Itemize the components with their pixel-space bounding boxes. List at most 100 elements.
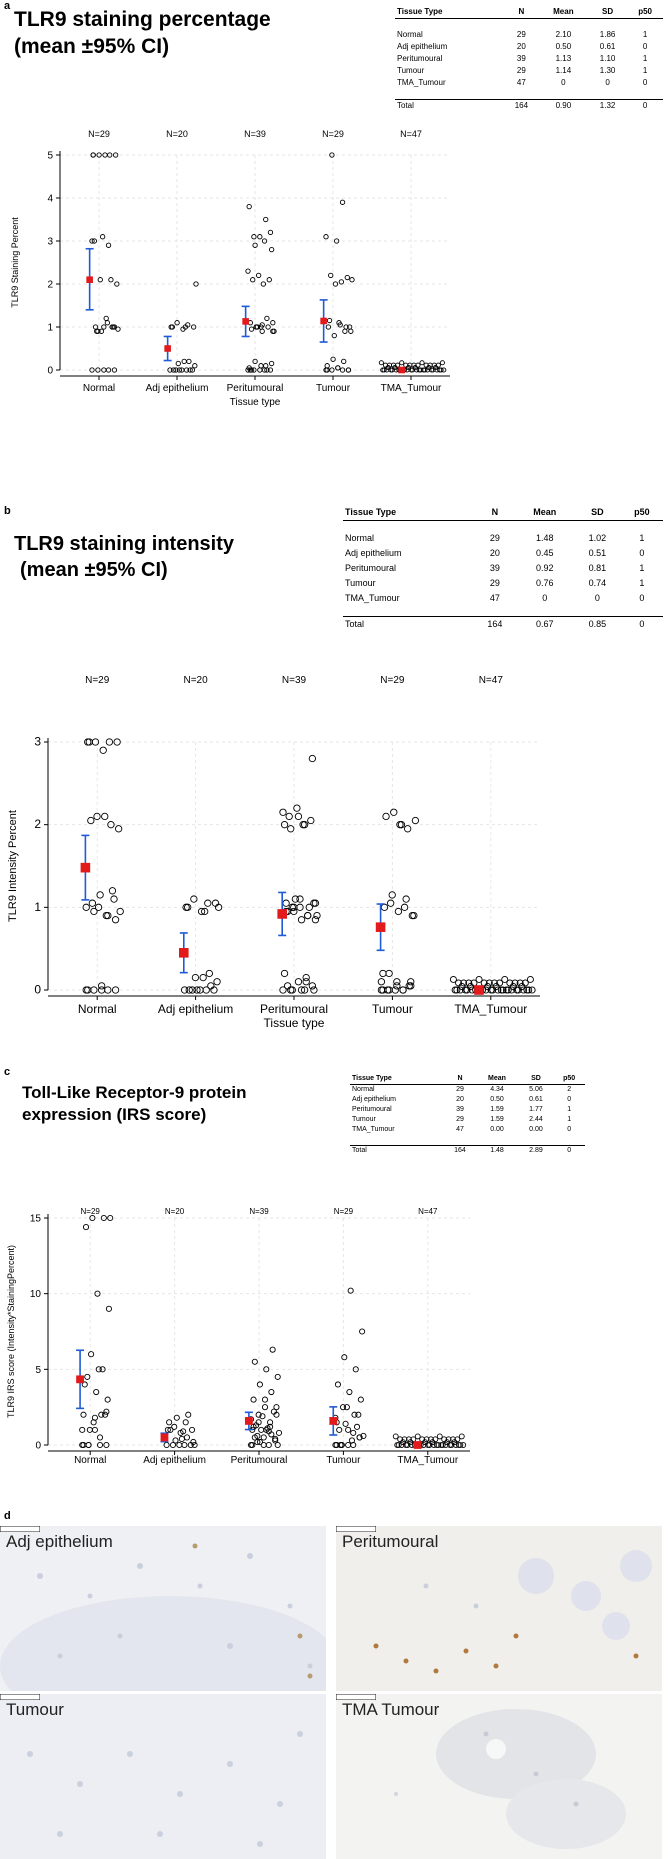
table-cell: 0.90 [538,99,588,112]
panel-c-title: Toll-Like Receptor-9 protein expression … [22,1082,247,1126]
data-point [410,1436,417,1443]
mean-marker [160,1433,169,1442]
data-point [302,978,310,986]
table-cell: 1 [639,533,645,543]
data-point [333,1441,340,1449]
x-category-label: Peritumoural [227,383,284,394]
col-header-tissue: Tissue Type [395,6,504,19]
mean-marker [242,318,249,325]
data-point [204,899,212,907]
data-point [167,367,173,373]
data-point [300,821,309,829]
data-point [89,238,95,244]
micrograph-texture [0,1694,326,1859]
data-point [263,216,269,223]
table-cell: 1.30 [599,66,616,75]
data-point [193,986,201,994]
data-point [496,979,504,987]
table-cell: 0 [561,78,566,87]
table-cell: 0.85 [574,616,621,632]
data-point [261,1404,269,1411]
panel-label-c: c [4,1066,11,1078]
mean-marker [244,1417,253,1425]
table-cell: 0 [642,42,648,51]
x-category-label: Normal [74,1455,106,1466]
data-point [185,986,193,994]
x-category-label: Peritumoural [260,1002,328,1016]
y-tick-label: 15 [30,1214,42,1225]
table-cell: 1.77 [529,1106,543,1113]
data-point [428,1436,434,1443]
table-cell: 39 [489,563,500,573]
mean-marker [329,1417,338,1425]
data-point [187,367,193,373]
data-point [97,277,103,283]
data-point [89,367,95,373]
table-cell: 1.14 [555,66,572,75]
chart-b-svg: 0 1 2 3 N=29 N=20 N=39 N=29 N=47 Normal Adj epithe… [7,675,540,1030]
table-row: Tumour 29 0.76 0.74 1 [343,576,663,591]
x-category-label: Tumour [316,383,351,394]
data-point [108,277,114,283]
data-point [379,969,387,978]
data-point [415,362,421,368]
data-point [267,229,274,236]
table-cell: 20 [456,1096,464,1103]
data-point [103,1441,110,1449]
n-label: N=20 [184,675,209,686]
n-label: N=39 [249,1207,269,1216]
micrograph-label: Tumour [6,1700,64,1719]
data-point [98,982,106,990]
col-header-n: N [503,6,539,19]
x-category-label: TMA_Tumour [381,383,442,394]
table-cell: 0.45 [535,548,554,558]
table-header-row: Tissue Type N Mean SD p50 [350,1074,585,1085]
table-cell: 0 [542,593,548,603]
data-point [96,152,102,158]
data-point [411,816,420,825]
data-point [84,1373,91,1380]
panel-a-title: TLR9 staining percentage (mean ±95% CI) [14,6,271,61]
data-point [345,1441,352,1449]
data-point [402,895,410,903]
data-point [268,1431,275,1438]
data-point [403,362,409,368]
data-point [339,199,346,205]
n-label: N=29 [380,675,405,686]
data-point [246,203,252,210]
data-point [259,328,265,334]
data-point [95,1366,102,1373]
table-cell: 164 [474,616,516,632]
data-point [201,907,209,916]
data-point [348,1437,355,1444]
data-point [170,367,177,373]
data-point [82,903,90,911]
panel-label-b: b [4,505,11,517]
data-point [91,1414,98,1421]
data-point [263,363,269,369]
table-row: Peritumoural 39 1.13 1.10 1 [395,53,663,65]
data-point [90,907,98,916]
data-point [453,986,461,994]
n-label: N=47 [479,675,504,686]
micrograph-label: Adj epithelium [6,1532,113,1551]
y-axis-title: TLR9 IRS score (Intensity*StainingPercen… [6,1245,16,1418]
data-point [251,234,257,240]
data-point [260,1441,267,1449]
data-point [169,324,176,330]
data-point [82,1224,90,1231]
table-row: TMA_Tumour 47 0 0 0 [343,591,663,606]
data-point [167,1426,174,1433]
data-point [304,911,312,920]
y-tick-label: 0 [47,366,53,377]
data-point [438,367,444,373]
table-cell: 0 [605,78,610,87]
data-point [88,1351,95,1358]
data-point [205,969,213,978]
data-point [391,986,399,994]
data-point [182,1419,189,1426]
y-tick-label: 10 [30,1289,42,1300]
data-point [101,324,107,330]
col-header-mean: Mean [515,505,574,521]
data-point [382,362,388,368]
